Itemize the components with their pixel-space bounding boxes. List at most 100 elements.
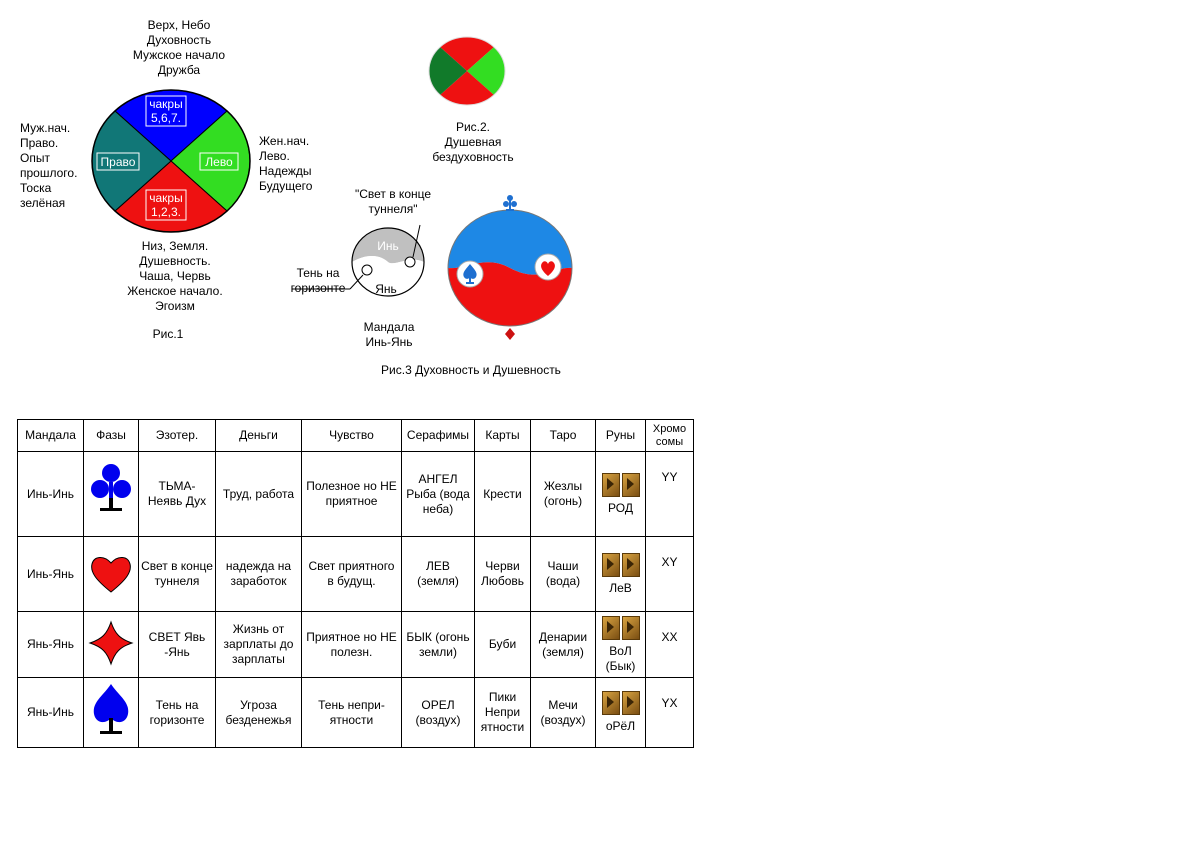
fig3-small-yinyang: Инь Янь xyxy=(292,224,425,297)
table-cell-phase xyxy=(83,451,139,537)
table-cell-mandala: Янь-Янь xyxy=(17,611,84,678)
table-cell-feeling: Полезное но НЕ приятное xyxy=(301,451,402,537)
header-cell: Фазы xyxy=(83,419,139,452)
header-cell: Чувство xyxy=(301,419,402,452)
table-cell-esoteric: Свет в конце туннеля xyxy=(138,536,216,612)
heart-icon xyxy=(541,261,555,276)
fig3-yin-text: Инь xyxy=(377,239,399,253)
header-cell: Руны xyxy=(595,419,646,452)
fig3-big-yinyang xyxy=(447,195,573,340)
table-cell-chromosome: XX xyxy=(645,611,694,678)
table-cell-cards: Черви Любовь xyxy=(474,536,531,612)
table-cell-chromosome: XY xyxy=(645,536,694,612)
table-cell-rune: ВоЛ (Бык) xyxy=(595,611,646,678)
table-cell-rune: оРёЛ xyxy=(595,677,646,748)
fig1-left-line: Муж.нач. xyxy=(20,121,71,135)
fig3-caption: Рис.3 Духовность и Душевность xyxy=(381,363,561,377)
table-cell-tarot: Чаши (вода) xyxy=(530,536,596,612)
table-cell-mandala: Инь-Инь xyxy=(17,451,84,537)
fig1-right-line: Лево. xyxy=(259,149,290,163)
table-row: Янь-Янь СВЕТ Явь -Янь Жизнь от зарплаты до… xyxy=(17,611,694,678)
rune-label: ВоЛ (Бык) xyxy=(605,643,636,673)
fig2-caption-line: Душевная xyxy=(444,135,502,149)
header-cell: Хромо сомы xyxy=(645,419,694,452)
fig1-bottom-label: Низ, Земля. Душевность. Чаша, Червь Женс… xyxy=(115,239,235,314)
table-cell-seraphim: ЛЕВ (земля) xyxy=(401,536,475,612)
fig1-top-line: Мужское начало xyxy=(132,48,226,62)
table-cell-esoteric: Тень на горизонте xyxy=(138,677,216,748)
diamond-icon xyxy=(88,619,134,666)
rune-icon xyxy=(598,472,643,497)
fig1-left-line: зелёная xyxy=(20,196,66,210)
table-cell-phase xyxy=(83,677,139,748)
table-cell-mandala: Янь-Инь xyxy=(17,677,84,748)
table-cell-chromosome: YY xyxy=(645,451,694,537)
fig1-left-line: Тоска xyxy=(20,181,52,195)
fig3-mandala-line: Мандала xyxy=(363,320,415,334)
fig3-mandala-line: Инь-Янь xyxy=(365,335,413,349)
table-cell-tarot: Денарии (земля) xyxy=(530,611,596,678)
table-cell-money: Труд, работа xyxy=(215,451,302,537)
fig1-sector-right-text: Лево xyxy=(205,155,233,169)
diamond-icon xyxy=(505,328,515,340)
fig1-left-line: прошлого. xyxy=(20,166,78,180)
table-cell-tarot: Мечи (воздух) xyxy=(530,677,596,748)
rune-icon xyxy=(598,691,643,715)
table-cell-money: надежда на заработок xyxy=(215,536,302,612)
table-cell-esoteric: СВЕТ Явь -Янь xyxy=(138,611,216,678)
fig1-sector-left-text: Право xyxy=(101,155,136,169)
header-cell: Таро xyxy=(530,419,596,452)
table-row: Янь-Инь Тень на горизонте Угроза безденежь… xyxy=(17,677,694,748)
fig1-bottom-line: Чаша, Червь xyxy=(139,269,211,283)
fig3-tunnel-label: "Свет в конце туннеля" xyxy=(346,187,440,217)
fig3-horizon-line: Тень на xyxy=(296,266,340,280)
correspondence-table: Мандала Фазы Эзотер. Деньги Чувство Сера… xyxy=(17,419,694,748)
fig1-bottom-line: Душевность. xyxy=(139,254,211,268)
table-cell-rune: ЛеВ xyxy=(595,536,646,612)
fig1-bottom-line: Женское начало. xyxy=(127,284,223,298)
header-cell: Мандала xyxy=(17,419,84,452)
fig3-mandala-label: Мандала Инь-Янь xyxy=(358,320,420,350)
table-cell-feeling: Тень непри- ятности xyxy=(301,677,402,748)
header-cell: Деньги xyxy=(215,419,302,452)
header-cell: Серафимы xyxy=(401,419,475,452)
table-cell-phase xyxy=(83,611,139,678)
table-cell-esoteric: ТЬМА- Неявь Дух xyxy=(138,451,216,537)
fig2-circle xyxy=(428,36,506,106)
fig2-caption-line: бездуховность xyxy=(432,150,514,164)
fig1-left-line: Опыт xyxy=(20,151,50,165)
table-cell-cards: Буби xyxy=(474,611,531,678)
rune-label: ЛеВ xyxy=(609,580,632,595)
fig1-right-label: Жен.нач. Лево. Надежды Будущего xyxy=(259,134,312,194)
table-cell-feeling: Свет приятного в будущ. xyxy=(301,536,402,612)
table-body: Инь-Инь ТЬМА- Неявь Дух Труд, работа Полезн… xyxy=(17,451,694,748)
fig3-tunnel-line: "Свет в конце xyxy=(354,187,432,201)
fig1-left-label: Муж.нач. Право. Опыт прошлого. Тоска зел… xyxy=(20,121,77,211)
fig3-tunnel-line: туннеля" xyxy=(368,202,418,216)
table-cell-money: Угроза безденежья xyxy=(215,677,302,748)
fig1-top-line: Верх, Небо xyxy=(147,18,211,32)
table-cell-mandala: Инь-Янь xyxy=(17,536,84,612)
fig1-sector-top-text: 5,6,7. xyxy=(151,111,181,125)
table-cell-money: Жизнь от зарплаты до зарплаты xyxy=(215,611,302,678)
fig3-horizon-label: Тень на горизонте xyxy=(286,266,350,296)
table-cell-cards: Пики Непри ятности xyxy=(474,677,531,748)
rune-label: РОД xyxy=(608,500,633,515)
fig1-right-line: Жен.нач. xyxy=(259,134,310,148)
spade-icon xyxy=(463,264,477,284)
spade-icon xyxy=(93,683,129,734)
table-cell-seraphim: БЫК (огонь земли) xyxy=(401,611,475,678)
fig1-left-line: Право. xyxy=(20,136,59,150)
heart-icon xyxy=(91,557,131,593)
fig2-caption-line: Рис.2. xyxy=(455,120,491,134)
table-header-row: Мандала Фазы Эзотер. Деньги Чувство Сера… xyxy=(17,419,694,452)
fig1-right-line: Надежды xyxy=(259,164,312,178)
fig1-caption: Рис.1 xyxy=(152,327,184,341)
table-row: Инь-Янь Свет в конце туннеля надежда на за… xyxy=(17,536,694,612)
header-cell: Эзотер. xyxy=(138,419,216,452)
table-cell-seraphim: ОРЕЛ (воздух) xyxy=(401,677,475,748)
fig1-bottom-line: Низ, Земля. xyxy=(141,239,209,253)
club-icon xyxy=(503,195,517,211)
table-cell-chromosome: YX xyxy=(645,677,694,748)
club-icon xyxy=(91,464,131,511)
